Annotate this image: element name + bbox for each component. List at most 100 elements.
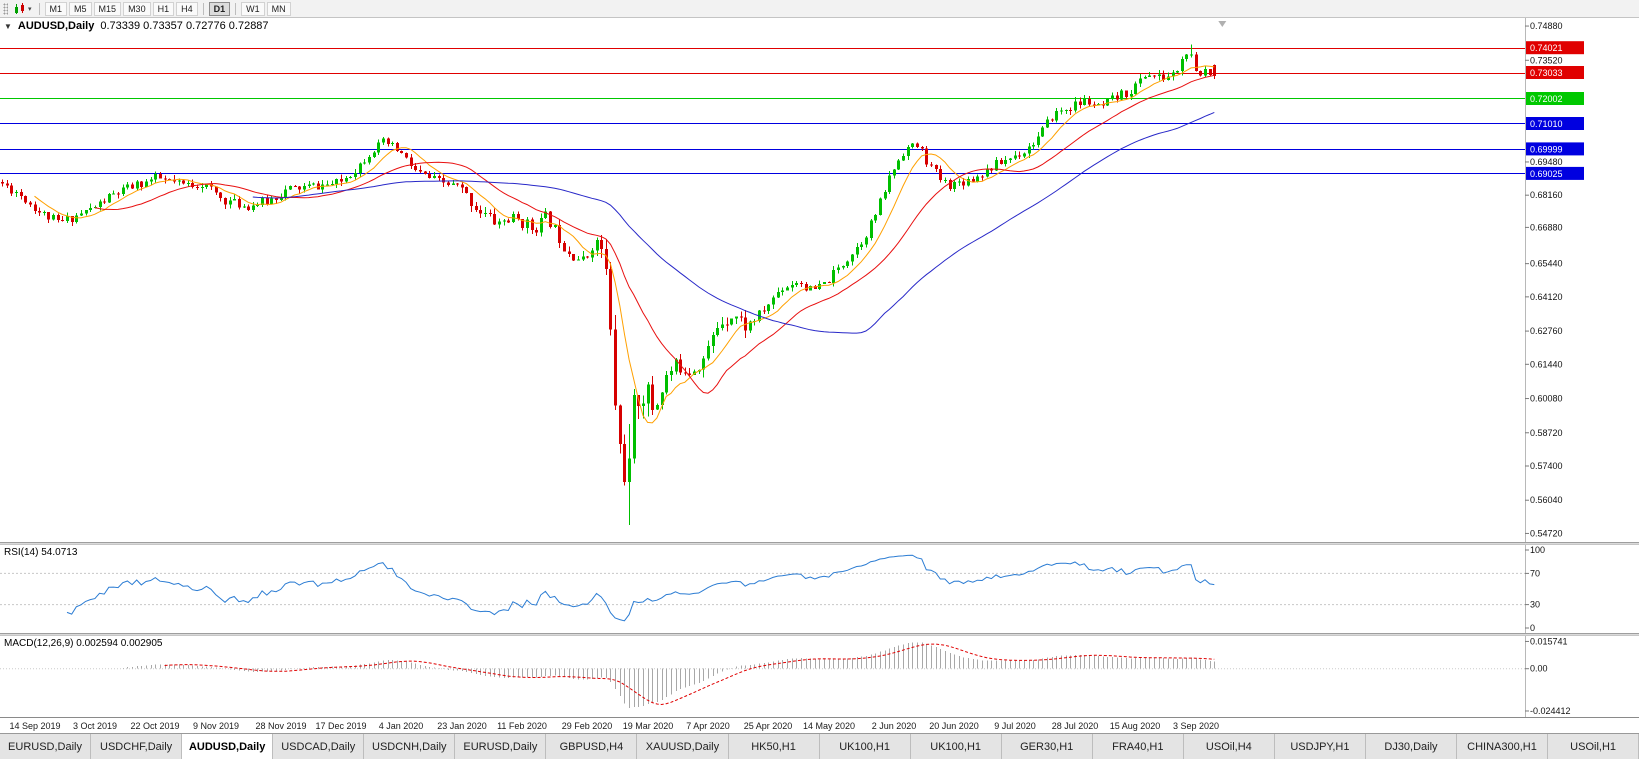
chart-tab-hk50-h1[interactable]: HK50,H1 bbox=[728, 734, 820, 759]
rsi-label: RSI(14) 54.0713 bbox=[4, 547, 78, 558]
tf-button-h4[interactable]: H4 bbox=[176, 1, 198, 16]
time-axis-label: 11 Feb 2020 bbox=[497, 721, 547, 731]
tf-button-h1[interactable]: H1 bbox=[152, 1, 175, 16]
chart-tab-usoil-h4[interactable]: USOil,H4 bbox=[1183, 734, 1275, 759]
main-chart-pane: 0.74880 0.73520 0.69480 0.68160 0.66880 0.654… bbox=[0, 18, 1639, 542]
svg-text:0.72002: 0.72002 bbox=[1530, 94, 1563, 104]
chart-tab-uk100-h1[interactable]: UK100,H1 bbox=[819, 734, 911, 759]
time-axis-label: 22 Oct 2019 bbox=[130, 721, 180, 731]
toolbar-grip[interactable] bbox=[3, 2, 8, 15]
svg-text:0.65440: 0.65440 bbox=[1530, 259, 1563, 269]
svg-text:0.00: 0.00 bbox=[1530, 664, 1548, 674]
hline-price-badge bbox=[1526, 41, 1584, 55]
pane-splitter[interactable] bbox=[0, 633, 1639, 636]
macd-canvas[interactable]: 0.015741 0.00 -0.024412 bbox=[0, 636, 1639, 717]
svg-text:0.54720: 0.54720 bbox=[1530, 528, 1563, 538]
hline-price-badge bbox=[1526, 66, 1584, 79]
tf-button-m30[interactable]: M30 bbox=[123, 1, 151, 16]
timeframe-buttons: M1 M5 M15 M30 H1 H4 D1 W1 MN bbox=[44, 1, 292, 16]
toolbar-separator bbox=[202, 2, 204, 15]
svg-text:0.69480: 0.69480 bbox=[1530, 157, 1563, 167]
chart-tab-usdcad-daily[interactable]: USDCAD,Daily bbox=[273, 734, 365, 759]
time-axis-label: 20 Jun 2020 bbox=[929, 721, 979, 731]
svg-text:0.74880: 0.74880 bbox=[1530, 21, 1563, 31]
tf-button-m1[interactable]: M1 bbox=[44, 1, 68, 16]
hline-price-badge bbox=[1526, 92, 1584, 105]
tf-button-d1[interactable]: D1 bbox=[208, 1, 231, 16]
svg-text:0.61440: 0.61440 bbox=[1530, 359, 1563, 369]
chart-tab-eurusd-daily[interactable]: EURUSD,Daily bbox=[455, 734, 547, 759]
svg-text:0.71010: 0.71010 bbox=[1530, 119, 1563, 129]
time-axis-label: 29 Feb 2020 bbox=[561, 721, 613, 731]
chart-tab-dj30-daily[interactable]: DJ30,Daily bbox=[1365, 734, 1457, 759]
svg-text:0.73033: 0.73033 bbox=[1530, 68, 1563, 78]
timeframe-toolbar: ▾ M1 M5 M15 M30 H1 H4 D1 W1 MN bbox=[0, 0, 1639, 18]
chart-tab-gbpusd-h4[interactable]: GBPUSD,H4 bbox=[546, 734, 638, 759]
tf-button-w1[interactable]: W1 bbox=[241, 1, 265, 16]
chart-tab-usdjpy-h1[interactable]: USDJPY,H1 bbox=[1274, 734, 1366, 759]
time-axis-label: 23 Jan 2020 bbox=[437, 721, 487, 731]
tf-button-mn[interactable]: MN bbox=[266, 1, 291, 16]
time-axis-label: 28 Jul 2020 bbox=[1051, 721, 1099, 731]
chart-tab-audusd-daily[interactable]: AUDUSD,Daily bbox=[182, 734, 274, 759]
collapse-arrow-icon[interactable]: ▼ bbox=[4, 21, 12, 31]
time-axis-label: 9 Jul 2020 bbox=[994, 721, 1036, 731]
tf-button-m15[interactable]: M15 bbox=[93, 1, 122, 16]
svg-text:0.64120: 0.64120 bbox=[1530, 292, 1563, 302]
svg-text:70: 70 bbox=[1530, 568, 1540, 578]
macd-label: MACD(12,26,9) 0.002594 0.002905 bbox=[4, 638, 163, 649]
time-axis-label: 3 Oct 2019 bbox=[72, 721, 118, 731]
main-chart-canvas[interactable]: 0.74880 0.73520 0.69480 0.68160 0.66880 0.654… bbox=[0, 18, 1639, 542]
time-axis-label: 4 Jan 2020 bbox=[378, 721, 424, 731]
chart-ohlc-values: 0.73339 0.73357 0.72776 0.72887 bbox=[100, 20, 269, 32]
svg-text:0.56040: 0.56040 bbox=[1530, 495, 1563, 505]
time-axis[interactable]: 14 Sep 2019 3 Oct 2019 22 Oct 2019 9 Nov 20… bbox=[0, 717, 1639, 733]
time-axis-label: 2 Jun 2020 bbox=[871, 721, 917, 731]
time-axis-label: 9 Nov 2019 bbox=[192, 721, 240, 731]
chart-tab-ger30-h1[interactable]: GER30,H1 bbox=[1001, 734, 1093, 759]
chart-tab-uk100-h1[interactable]: UK100,H1 bbox=[910, 734, 1002, 759]
chart-tab-china300-h1[interactable]: CHINA300,H1 bbox=[1457, 734, 1549, 759]
hline-price-badge bbox=[1526, 166, 1584, 180]
svg-text:100: 100 bbox=[1530, 545, 1545, 555]
chart-cursor-icon[interactable]: ▾ bbox=[11, 1, 35, 16]
svg-text:0.57400: 0.57400 bbox=[1530, 461, 1563, 471]
chart-tab-usoil-h1[interactable]: USOil,H1 bbox=[1548, 734, 1639, 759]
svg-text:0: 0 bbox=[1530, 623, 1535, 633]
pane-splitter[interactable] bbox=[0, 542, 1639, 545]
chart-tabs: EURUSD,Daily USDCHF,Daily AUDUSD,Daily USDC… bbox=[0, 733, 1639, 759]
svg-text:0.60080: 0.60080 bbox=[1530, 394, 1563, 404]
mini-chart-icon bbox=[15, 2, 24, 14]
tf-button-m5[interactable]: M5 bbox=[69, 1, 92, 16]
time-axis-label: 15 Aug 2020 bbox=[1109, 721, 1161, 731]
time-axis-label: 25 Apr 2020 bbox=[743, 721, 793, 731]
chart-shift-marker bbox=[1218, 21, 1227, 27]
toolbar-separator bbox=[38, 2, 40, 15]
svg-text:0.74021: 0.74021 bbox=[1530, 43, 1563, 53]
chart-symbol-label: AUDUSD,Daily bbox=[17, 20, 95, 32]
time-axis-label: 7 Apr 2020 bbox=[686, 721, 730, 731]
svg-text:0.015741: 0.015741 bbox=[1530, 636, 1568, 646]
svg-text:0.69999: 0.69999 bbox=[1530, 144, 1563, 154]
svg-text:-0.024412: -0.024412 bbox=[1530, 706, 1571, 716]
hline-price-badge bbox=[1526, 117, 1584, 130]
time-axis-label: 14 May 2020 bbox=[802, 721, 856, 731]
rsi-canvas[interactable]: 100 70 30 0 bbox=[0, 545, 1639, 633]
svg-text:0.62760: 0.62760 bbox=[1530, 326, 1563, 336]
svg-text:0.68160: 0.68160 bbox=[1530, 190, 1563, 200]
chart-tab-eurusd-daily[interactable]: EURUSD,Daily bbox=[0, 734, 92, 759]
chart-tab-fra40-h1[interactable]: FRA40,H1 bbox=[1092, 734, 1184, 759]
toolbar-separator bbox=[235, 2, 237, 15]
chevron-down-icon: ▾ bbox=[28, 5, 32, 13]
svg-text:30: 30 bbox=[1530, 600, 1540, 610]
time-axis-label: 14 Sep 2019 bbox=[9, 721, 61, 731]
chart-tab-usdchf-daily[interactable]: USDCHF,Daily bbox=[91, 734, 183, 759]
chart-tab-usdcnh-daily[interactable]: USDCNH,Daily bbox=[364, 734, 456, 759]
chart-tab-xauusd-daily[interactable]: XAUUSD,Daily bbox=[637, 734, 729, 759]
time-axis-label: 19 Mar 2020 bbox=[622, 721, 674, 731]
chart-title: ▼ AUDUSD,Daily 0.73339 0.73357 0.72776 0… bbox=[4, 20, 269, 32]
hline-price-badge bbox=[1526, 142, 1584, 156]
time-axis-label: 3 Sep 2020 bbox=[1172, 721, 1220, 731]
svg-text:0.58720: 0.58720 bbox=[1530, 428, 1563, 438]
time-axis-label: 17 Dec 2019 bbox=[315, 721, 367, 731]
